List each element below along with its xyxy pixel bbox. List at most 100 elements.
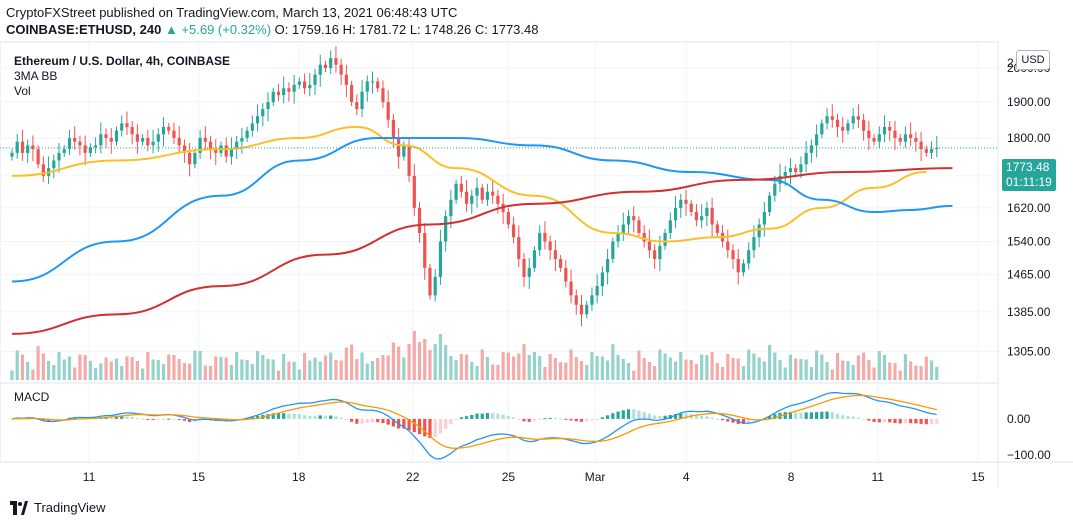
candle-body	[935, 147, 939, 150]
volume-bar	[548, 354, 552, 380]
volume-bar	[20, 354, 25, 380]
macd-histogram-bar	[156, 418, 160, 420]
macd-histogram-bar	[663, 415, 667, 419]
volume-bar	[632, 370, 636, 380]
macd-histogram-bar	[323, 415, 328, 419]
candle-body	[893, 130, 897, 138]
volume-bar	[391, 342, 396, 380]
macd-histogram-bar	[924, 418, 928, 425]
candle-body	[637, 220, 641, 233]
volume-bar	[595, 356, 599, 380]
candle-body	[240, 137, 244, 142]
volume-bar	[125, 356, 129, 380]
candle-body	[673, 207, 678, 221]
macd-histogram-bar	[543, 418, 547, 420]
candle-body	[747, 250, 751, 264]
macd-histogram-bar	[867, 418, 871, 421]
macd-histogram-bar	[579, 418, 584, 422]
volume-bar	[141, 368, 145, 380]
candle-body	[736, 258, 740, 273]
volume-bar	[480, 349, 484, 380]
candle-body	[397, 137, 401, 157]
candle-body	[182, 145, 187, 153]
macd-histogram-bar	[935, 418, 939, 424]
volume-bar	[741, 366, 746, 380]
macd-histogram-bar	[825, 411, 829, 419]
candle-body	[872, 137, 876, 142]
candle-body	[621, 224, 625, 233]
candle-body	[141, 137, 145, 142]
candle-body	[161, 126, 166, 135]
volume-bar	[668, 357, 672, 380]
candle-body	[778, 175, 782, 184]
volume-bar	[355, 359, 359, 380]
macd-histogram-bar	[125, 416, 129, 419]
volume-bar	[726, 354, 730, 380]
volume-bar	[872, 367, 876, 380]
indicator-ma-bb[interactable]: 3MA BB	[14, 69, 58, 83]
macd-histogram-bar	[862, 418, 866, 420]
macd-histogram-bar	[297, 414, 301, 419]
candle-body	[444, 216, 448, 242]
volume-bar	[41, 353, 45, 380]
volume-bar	[767, 345, 772, 380]
macd-legend[interactable]: MACD	[14, 390, 50, 404]
candle-body	[302, 81, 307, 89]
candle-body	[423, 232, 427, 268]
macd-histogram-bar	[632, 409, 636, 419]
indicator-volume[interactable]: Vol	[14, 84, 31, 98]
macd-histogram-bar	[454, 418, 458, 420]
volume-bar	[491, 364, 495, 380]
macd-histogram-bar	[815, 412, 819, 419]
volume-bar	[15, 350, 19, 380]
macd-histogram-bar	[182, 418, 187, 421]
candle-body	[203, 137, 207, 142]
candle-body	[653, 250, 657, 259]
volume-bar	[731, 358, 735, 380]
macd-histogram-bar	[909, 418, 913, 424]
volume-bar	[83, 355, 87, 380]
volume-bar	[428, 350, 432, 380]
volume-bar	[344, 347, 348, 380]
x-tick-label: 25	[502, 470, 516, 484]
volume-bar	[616, 355, 620, 380]
candle-body	[276, 91, 281, 96]
y-tick-label: 1305.00	[1007, 344, 1051, 358]
volume-bar	[397, 346, 401, 380]
volume-bar	[438, 334, 443, 380]
macd-histogram-bar	[616, 411, 620, 419]
volume-bar	[788, 354, 793, 380]
macd-histogram-bar	[553, 418, 557, 420]
volume-bar	[433, 344, 437, 380]
candle-body	[809, 145, 813, 153]
macd-histogram-bar	[794, 412, 798, 419]
candle-body	[532, 250, 537, 268]
candle-body	[569, 281, 573, 296]
macd-histogram-bar	[611, 413, 615, 419]
volume-bar	[794, 358, 798, 380]
volume-bar	[783, 367, 787, 380]
volume-bar	[532, 352, 537, 380]
volume-bar	[736, 358, 740, 380]
volume-bar	[846, 361, 850, 380]
macd-histogram-bar	[292, 413, 296, 419]
macd-histogram-bar	[590, 418, 594, 421]
macd-histogram-bar	[423, 418, 427, 437]
last-price-tag: 1773.48 01:11:19	[1002, 159, 1056, 191]
volume-bar	[240, 359, 244, 380]
candle-body	[402, 145, 406, 157]
candle-body	[365, 81, 369, 92]
macd-histogram-bar	[350, 418, 354, 422]
x-tick-label: 15	[192, 470, 206, 484]
volume-bar	[778, 360, 782, 380]
volume-bar	[156, 360, 160, 380]
candle-body	[271, 91, 275, 103]
macd-histogram-bar	[104, 417, 108, 419]
footer-brand[interactable]: TradingView	[10, 500, 106, 515]
macd-histogram-bar	[177, 418, 181, 420]
publish-info: CryptoFXStreet published on TradingView.…	[6, 5, 458, 20]
currency-button[interactable]: USD	[1016, 50, 1050, 70]
candle-body	[647, 241, 652, 251]
candle-body	[355, 102, 359, 110]
x-tick-label: Mar	[585, 470, 606, 484]
